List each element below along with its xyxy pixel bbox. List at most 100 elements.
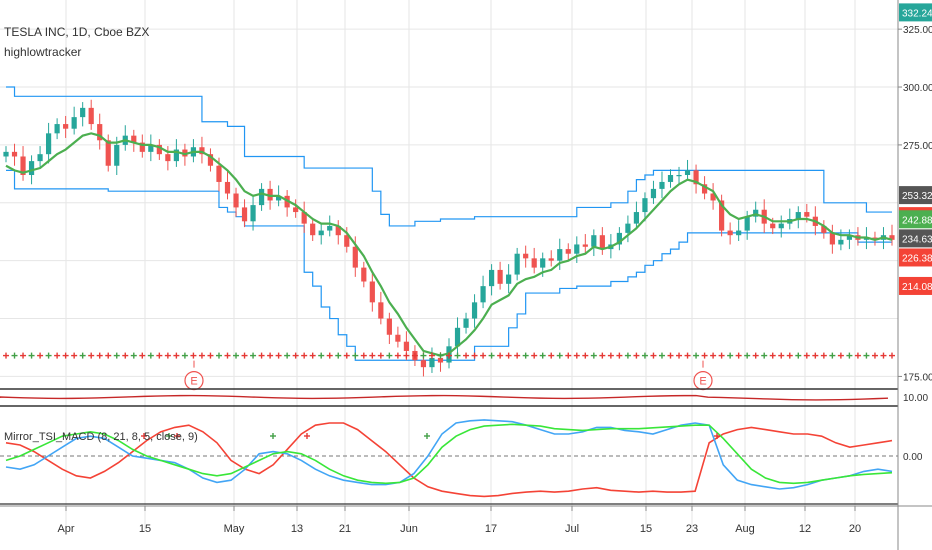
candle-body bbox=[335, 225, 341, 236]
grid-lines bbox=[0, 0, 898, 532]
candle-body bbox=[599, 235, 605, 250]
price-badge bbox=[899, 210, 932, 229]
candle-body bbox=[872, 237, 878, 240]
candle-body bbox=[778, 223, 784, 229]
candle-body bbox=[488, 269, 495, 287]
candle-body bbox=[37, 154, 43, 162]
candle-body bbox=[744, 216, 750, 231]
candle-body bbox=[804, 212, 810, 217]
osc-series-line bbox=[5, 423, 893, 485]
time-axis: Apr 15 May 13 21 Jun 17 Jul 15 23 Aug 12 20 bbox=[0, 505, 932, 535]
symbol-title: TESLA INC, 1D, Cboe BZX bbox=[4, 25, 149, 39]
indicator-title: highlowtracker bbox=[4, 45, 81, 59]
x-tick-label: Jun bbox=[400, 523, 418, 535]
lower-band bbox=[6, 169, 892, 361]
candle-body bbox=[45, 133, 52, 155]
candles bbox=[3, 99, 895, 377]
candle-body bbox=[71, 117, 77, 129]
candle-body bbox=[429, 357, 435, 368]
candle-body bbox=[250, 205, 256, 222]
mid-pane-label: 10.00 bbox=[903, 393, 928, 404]
candle-body bbox=[20, 156, 26, 176]
candle-body bbox=[701, 184, 708, 194]
candle-body bbox=[821, 225, 827, 233]
candle-body bbox=[863, 237, 870, 240]
candle-body bbox=[531, 258, 537, 268]
upper-band bbox=[6, 86, 892, 227]
x-tick-label: 12 bbox=[799, 523, 811, 535]
x-tick-label: 13 bbox=[291, 523, 303, 535]
candle-body bbox=[293, 207, 299, 213]
moving-average bbox=[5, 132, 893, 357]
candle-body bbox=[199, 147, 205, 155]
candle-body bbox=[574, 244, 580, 254]
candle-body bbox=[633, 212, 640, 224]
x-tick-label: 23 bbox=[686, 523, 698, 535]
osc-series-line bbox=[5, 422, 893, 498]
price-badge-label: 253.32 bbox=[902, 191, 932, 202]
candle-body bbox=[659, 181, 665, 189]
price-badge-label: 226.38 bbox=[902, 253, 932, 264]
candle-body bbox=[523, 253, 529, 259]
candle-body bbox=[114, 144, 120, 166]
candle-body bbox=[3, 151, 9, 157]
candle-body bbox=[471, 302, 478, 319]
ma-line bbox=[5, 132, 893, 357]
candle-body bbox=[463, 318, 469, 328]
price-badge bbox=[899, 229, 932, 248]
candle-body bbox=[829, 232, 835, 245]
price-badge-label: 234.63 bbox=[902, 234, 932, 245]
y-tick-label: 325.00 bbox=[903, 25, 932, 36]
candle-body bbox=[301, 212, 307, 224]
candle-body bbox=[258, 188, 265, 206]
y-tick-label: 175.00 bbox=[903, 372, 932, 383]
price-axis: 325.00300.00275.00175.00332.24253.32244.… bbox=[897, 0, 932, 550]
candle-body bbox=[693, 170, 699, 185]
x-tick-label: 21 bbox=[339, 523, 351, 535]
candle-body bbox=[80, 107, 86, 118]
candle-body bbox=[216, 165, 222, 182]
earnings-label: E bbox=[190, 376, 197, 388]
candle-body bbox=[710, 193, 716, 201]
oscillator-title: Mirror_TSI_MACD (8, 21, 8, 5, close, 9) bbox=[4, 431, 198, 443]
candle-body bbox=[625, 223, 631, 233]
candle-body bbox=[139, 142, 145, 152]
candle-body bbox=[591, 235, 597, 247]
middle-pane bbox=[0, 388, 932, 407]
candle-body bbox=[719, 200, 725, 231]
price-badge bbox=[899, 3, 932, 22]
x-tick-label: Apr bbox=[57, 523, 74, 535]
axis-background bbox=[898, 0, 932, 550]
candle-body bbox=[276, 195, 282, 201]
candle-body bbox=[267, 188, 273, 201]
candle-body bbox=[233, 193, 239, 208]
candle-body bbox=[540, 258, 546, 268]
candle-body bbox=[403, 341, 410, 351]
candle-body bbox=[173, 149, 179, 162]
price-badge bbox=[899, 186, 932, 205]
x-tick-label: Aug bbox=[735, 523, 755, 535]
price-badge-label: 242.88 bbox=[902, 215, 932, 226]
candle-body bbox=[795, 212, 801, 219]
candle-body bbox=[207, 154, 214, 166]
candle-body bbox=[642, 198, 648, 213]
mid-line bbox=[0, 394, 889, 401]
candle-body bbox=[165, 154, 171, 162]
x-tick-label: 17 bbox=[485, 523, 497, 535]
candle-body bbox=[131, 135, 137, 143]
earnings-label: E bbox=[699, 376, 706, 388]
oscillator-pane bbox=[0, 419, 932, 505]
candle-body bbox=[667, 175, 674, 182]
candle-body bbox=[318, 230, 324, 236]
candle-body bbox=[838, 239, 844, 245]
candle-body bbox=[105, 140, 111, 166]
candle-body bbox=[557, 249, 563, 261]
candle-body bbox=[63, 124, 69, 129]
cross-markers bbox=[3, 352, 895, 359]
candle-body bbox=[582, 244, 588, 247]
candle-body bbox=[497, 269, 503, 284]
candle-body bbox=[753, 209, 759, 217]
candle-body bbox=[386, 318, 392, 335]
candle-body bbox=[182, 149, 188, 157]
